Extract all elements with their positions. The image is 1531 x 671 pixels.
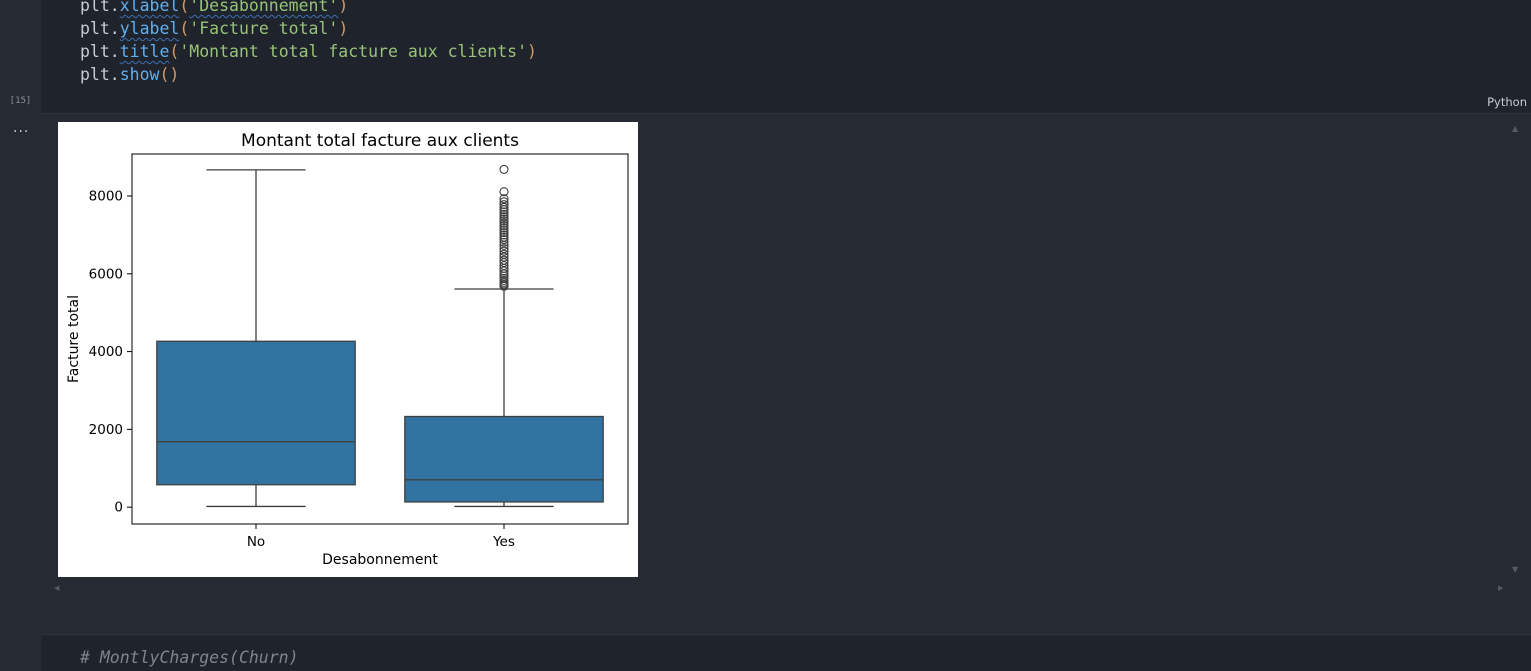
code-line-2: plt.ylabel('Facture total') [80,19,349,38]
outlier-point-Yes [499,209,509,219]
output-more-actions-icon[interactable]: ... [13,120,30,136]
outlier-point-Yes [499,202,509,212]
language-label[interactable]: Python [1487,95,1527,109]
y-tick-label: 6000 [89,266,123,282]
outlier-point-Yes [499,261,509,271]
code-line-1: plt.xlabel('Desabonnement') [80,0,349,15]
outlier-point-Yes [499,237,509,247]
execution-count: [15] [9,96,32,106]
outlier-point-Yes [499,194,509,204]
y-tick-label: 8000 [89,189,123,205]
y-tick-label: 0 [114,500,123,516]
outlier-point-Yes [499,243,509,254]
outlier-point-Yes [499,232,509,242]
x-axis-label: Desabonnement [322,552,438,568]
outlier-point-Yes [499,218,509,228]
scroll-up-icon[interactable]: ▲ [1512,124,1519,133]
outlier-point-Yes [499,187,509,197]
outlier-point-Yes [499,235,509,245]
box-No [156,340,356,486]
outlier-point-Yes [499,246,509,256]
code-line-3: plt.title('Montant total facture aux cli… [80,42,537,61]
outlier-point-Yes [499,255,509,265]
code-line-4: plt.show() [80,65,180,84]
outlier-point-Yes [499,207,509,217]
y-tick-label: 2000 [89,422,123,438]
outlier-point-Yes [499,221,509,231]
outlier-point-Yes [499,200,509,210]
box-Yes [404,415,604,503]
outlier-point-Yes [499,212,509,222]
code-editor[interactable]: plt.xlabel('Desabonnement') plt.ylabel('… [80,0,537,86]
outlier-point-Yes [499,273,509,284]
outlier-point-Yes [499,164,509,174]
markdown-line: # MontlyCharges(Churn) [80,648,299,667]
outlier-point-Yes [499,249,509,259]
plot-output: Montant total facture aux clients 0 2000 40… [58,122,638,577]
x-tick-label: No [247,534,265,550]
chart-title: Montant total facture aux clients [241,131,519,151]
outlier-point-Yes [499,252,509,262]
outlier-point-Yes [499,228,509,238]
scroll-right-icon[interactable]: ▶ [1498,584,1504,592]
y-tick-label: 4000 [89,344,123,360]
x-tick-label: Yes [492,534,515,550]
outlier-point-Yes [499,230,509,240]
scroll-down-icon[interactable]: ▼ [1512,565,1519,574]
plot-frame [131,153,629,525]
outlier-point-Yes [499,214,509,224]
outlier-point-Yes [499,225,509,235]
outlier-point-Yes [499,223,509,233]
code-cell[interactable]: plt.xlabel('Desabonnement') plt.ylabel('… [41,0,1531,114]
scroll-left-icon[interactable]: ◀ [54,584,60,592]
y-axis-label: Facture total [66,295,82,383]
markdown-cell[interactable]: # MontlyCharges(Churn) [41,634,1531,671]
outlier-point-Yes [499,266,509,276]
outlier-point-Yes [499,197,509,207]
boxplot-chart: Montant total facture aux clients 0 2000 40… [66,131,629,568]
